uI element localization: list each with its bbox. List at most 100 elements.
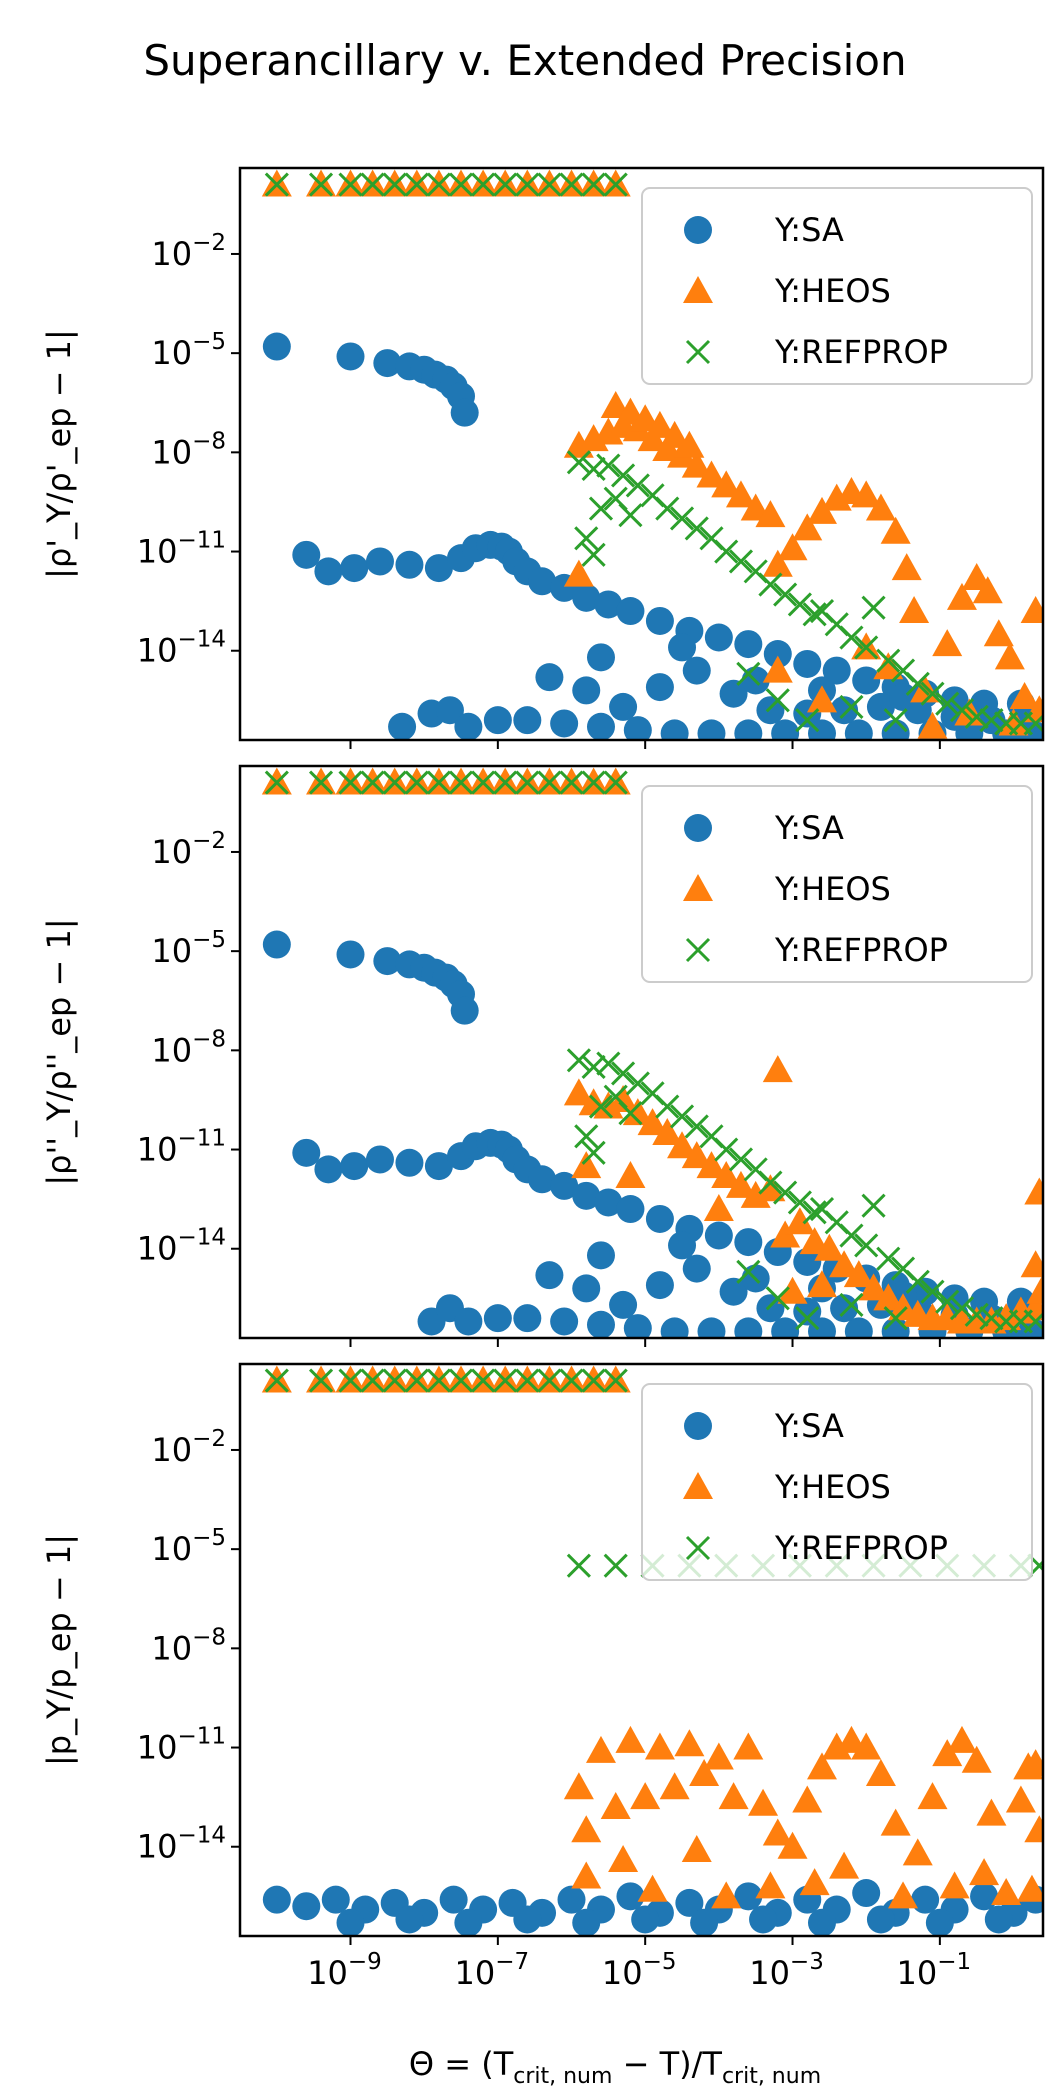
data-point — [681, 450, 712, 478]
data-point — [609, 1290, 638, 1319]
data-point — [976, 1798, 1007, 1826]
data-point — [684, 516, 709, 541]
data-point — [572, 1181, 601, 1210]
data-point — [1020, 1749, 1043, 1777]
data-point — [566, 1048, 591, 1073]
data-point — [881, 719, 910, 740]
data-point — [557, 1885, 586, 1914]
data-point — [623, 1314, 652, 1338]
data-point — [513, 706, 542, 735]
data-point — [645, 673, 674, 702]
data-point — [734, 1228, 763, 1257]
y-tick-label: 10−11 — [137, 1126, 226, 1169]
data-point — [883, 1306, 908, 1331]
data-point — [880, 516, 911, 544]
data-point — [861, 1193, 886, 1218]
data-point — [777, 1831, 808, 1859]
data-point — [493, 172, 518, 197]
series-yrefprop — [264, 770, 1043, 1334]
data-point — [684, 1114, 709, 1139]
legend-label: Y:SA — [774, 211, 844, 249]
data-point — [572, 1908, 601, 1936]
data-point — [450, 398, 479, 427]
x-tick-label: 10−7 — [455, 1949, 530, 1992]
legend-label: Y:HEOS — [774, 870, 891, 908]
data-point — [802, 602, 827, 627]
data-point — [822, 656, 851, 685]
data-point — [586, 1310, 615, 1338]
data-point — [596, 1051, 621, 1076]
data-point — [935, 1289, 960, 1314]
data-point — [728, 549, 754, 574]
data-point — [704, 1221, 733, 1250]
panel-3-data — [261, 1365, 1043, 1936]
data-point — [515, 172, 540, 197]
data-point — [839, 625, 864, 650]
data-point — [696, 460, 727, 488]
data-point — [1024, 1177, 1043, 1205]
data-point — [574, 1124, 599, 1149]
data-point — [572, 583, 601, 612]
data-point — [644, 1732, 675, 1760]
data-point — [365, 547, 394, 576]
y-tick-label: 10−14 — [137, 1225, 226, 1268]
data-point — [373, 947, 402, 976]
data-point — [899, 596, 930, 624]
data-point — [777, 1276, 808, 1304]
data-point — [439, 1885, 468, 1914]
data-point — [338, 770, 363, 795]
data-point — [630, 1782, 661, 1810]
panels: 10−14 10−11 10−8 10−5 10−2 |ρ'_Y/ρ'_ep − 1| Y:… — [40, 166, 1045, 1992]
data-point — [603, 770, 628, 795]
data-point — [644, 410, 675, 438]
data-point — [623, 716, 652, 740]
data-point — [563, 1078, 594, 1106]
y-tick-label: 10−14 — [137, 1823, 226, 1866]
data-point — [454, 1908, 483, 1936]
data-point — [861, 595, 886, 620]
data-point — [571, 1861, 602, 1889]
data-point — [373, 349, 402, 378]
legend-label: Y:SA — [774, 809, 844, 847]
data-point — [787, 592, 812, 617]
data-point — [983, 619, 1014, 647]
data-point — [749, 1905, 778, 1934]
data-point — [697, 719, 726, 740]
data-point — [883, 708, 908, 733]
data-point — [866, 1905, 895, 1934]
data-point — [771, 719, 800, 740]
data-point — [920, 1279, 945, 1304]
data-point — [667, 1131, 698, 1159]
data-point — [645, 1271, 674, 1300]
data-point — [395, 1148, 424, 1177]
data-point — [404, 1368, 429, 1393]
panel-1-frame — [238, 166, 1045, 742]
legend-marker — [685, 339, 711, 365]
data-point — [338, 172, 363, 197]
data-point — [758, 572, 783, 597]
x-tick-label: 10−1 — [897, 1949, 972, 1992]
data-point — [603, 1553, 628, 1578]
data-point — [586, 643, 615, 672]
data-point — [660, 719, 689, 740]
data-point — [360, 770, 385, 795]
data-point — [586, 1241, 615, 1270]
legend-marker — [685, 1535, 711, 1561]
data-point — [719, 679, 748, 708]
data-point — [338, 1368, 363, 1393]
legend-box — [641, 187, 1033, 385]
data-point — [881, 1317, 910, 1338]
data-point — [795, 708, 820, 733]
data-point — [932, 629, 963, 657]
data-point — [360, 172, 385, 197]
legend-label: Y:REFPROP — [774, 931, 948, 969]
data-point — [734, 1882, 763, 1911]
x-axis-label: Θ = (Tcrit, num − T)/Tcrit, num — [409, 2045, 821, 2089]
y-tick-label: 10−5 — [151, 927, 226, 970]
data-point — [669, 506, 695, 531]
data-point — [382, 172, 407, 197]
data-point — [424, 1152, 453, 1181]
y-tick-label: 10−5 — [151, 329, 226, 372]
data-point — [972, 576, 1003, 604]
